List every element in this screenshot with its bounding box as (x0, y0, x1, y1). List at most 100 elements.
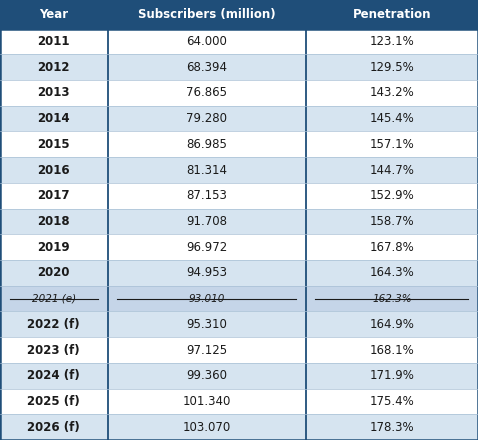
Bar (306, 363, 478, 389)
Text: 103.070: 103.070 (183, 421, 231, 434)
Text: 95.310: 95.310 (186, 318, 227, 331)
Bar (306, 286, 478, 312)
Bar (0, 389, 108, 414)
Text: 2022 (f): 2022 (f) (27, 318, 80, 331)
Bar (306, 234, 478, 260)
Bar (108, 0, 306, 29)
Bar (306, 183, 478, 209)
Text: 168.1%: 168.1% (369, 344, 414, 356)
Text: 2023 (f): 2023 (f) (27, 344, 80, 356)
Text: 2026 (f): 2026 (f) (27, 421, 80, 434)
Text: 99.360: 99.360 (186, 369, 227, 382)
Bar (0, 337, 108, 363)
Text: 162.3%: 162.3% (372, 293, 412, 304)
Text: 145.4%: 145.4% (369, 112, 414, 125)
Text: 97.125: 97.125 (186, 344, 228, 356)
Bar (306, 132, 478, 157)
Bar (0, 106, 108, 132)
Text: 94.953: 94.953 (186, 266, 227, 279)
Bar (306, 80, 478, 106)
Bar (108, 389, 306, 414)
Text: 178.3%: 178.3% (369, 421, 414, 434)
Text: 144.7%: 144.7% (369, 164, 414, 176)
Bar (108, 312, 306, 337)
Bar (306, 389, 478, 414)
Text: 129.5%: 129.5% (369, 61, 414, 73)
Bar (108, 337, 306, 363)
Text: 101.340: 101.340 (183, 395, 231, 408)
Text: 2016: 2016 (37, 164, 70, 176)
Bar (0, 80, 108, 106)
Bar (0, 0, 108, 29)
Bar (108, 209, 306, 234)
Bar (108, 106, 306, 132)
Bar (108, 286, 306, 312)
Bar (108, 157, 306, 183)
Text: 2012: 2012 (38, 61, 70, 73)
Bar (0, 29, 108, 54)
Text: 64.000: 64.000 (186, 35, 227, 48)
Text: 152.9%: 152.9% (369, 189, 414, 202)
Bar (108, 132, 306, 157)
Bar (0, 234, 108, 260)
Text: Penetration: Penetration (353, 8, 431, 21)
Text: 2015: 2015 (37, 138, 70, 151)
Bar (108, 363, 306, 389)
Text: 87.153: 87.153 (186, 189, 227, 202)
Bar (306, 106, 478, 132)
Bar (306, 337, 478, 363)
Bar (306, 157, 478, 183)
Text: 2017: 2017 (38, 189, 70, 202)
Bar (306, 29, 478, 54)
Bar (0, 363, 108, 389)
Text: 123.1%: 123.1% (369, 35, 414, 48)
Bar (108, 234, 306, 260)
Bar (0, 132, 108, 157)
Text: 167.8%: 167.8% (369, 241, 414, 253)
Text: 2018: 2018 (37, 215, 70, 228)
Text: 157.1%: 157.1% (369, 138, 414, 151)
Text: Year: Year (39, 8, 68, 21)
Text: 2014: 2014 (37, 112, 70, 125)
Bar (0, 286, 108, 312)
Text: 158.7%: 158.7% (369, 215, 414, 228)
Text: 93.010: 93.010 (188, 293, 225, 304)
Bar (0, 183, 108, 209)
Bar (108, 414, 306, 440)
Text: 2013: 2013 (38, 86, 70, 99)
Text: 68.394: 68.394 (186, 61, 227, 73)
Text: 175.4%: 175.4% (369, 395, 414, 408)
Text: 91.708: 91.708 (186, 215, 227, 228)
Bar (306, 312, 478, 337)
Bar (0, 54, 108, 80)
Bar (306, 0, 478, 29)
Text: 2024 (f): 2024 (f) (27, 369, 80, 382)
Text: 164.3%: 164.3% (369, 266, 414, 279)
Text: 2019: 2019 (37, 241, 70, 253)
Bar (0, 157, 108, 183)
Text: 2011: 2011 (38, 35, 70, 48)
Bar (108, 80, 306, 106)
Text: 96.972: 96.972 (186, 241, 228, 253)
Bar (306, 54, 478, 80)
Text: 143.2%: 143.2% (369, 86, 414, 99)
Bar (0, 414, 108, 440)
Text: 171.9%: 171.9% (369, 369, 414, 382)
Text: 79.280: 79.280 (186, 112, 227, 125)
Bar (0, 312, 108, 337)
Bar (108, 183, 306, 209)
Bar (0, 209, 108, 234)
Bar (0, 260, 108, 286)
Bar (108, 54, 306, 80)
Bar (306, 209, 478, 234)
Text: 2021 (e): 2021 (e) (32, 293, 76, 304)
Text: 164.9%: 164.9% (369, 318, 414, 331)
Text: 76.865: 76.865 (186, 86, 227, 99)
Bar (306, 414, 478, 440)
Text: 2025 (f): 2025 (f) (27, 395, 80, 408)
Bar (108, 29, 306, 54)
Text: 86.985: 86.985 (186, 138, 227, 151)
Bar (108, 260, 306, 286)
Text: 81.314: 81.314 (186, 164, 227, 176)
Text: Subscribers (million): Subscribers (million) (138, 8, 275, 21)
